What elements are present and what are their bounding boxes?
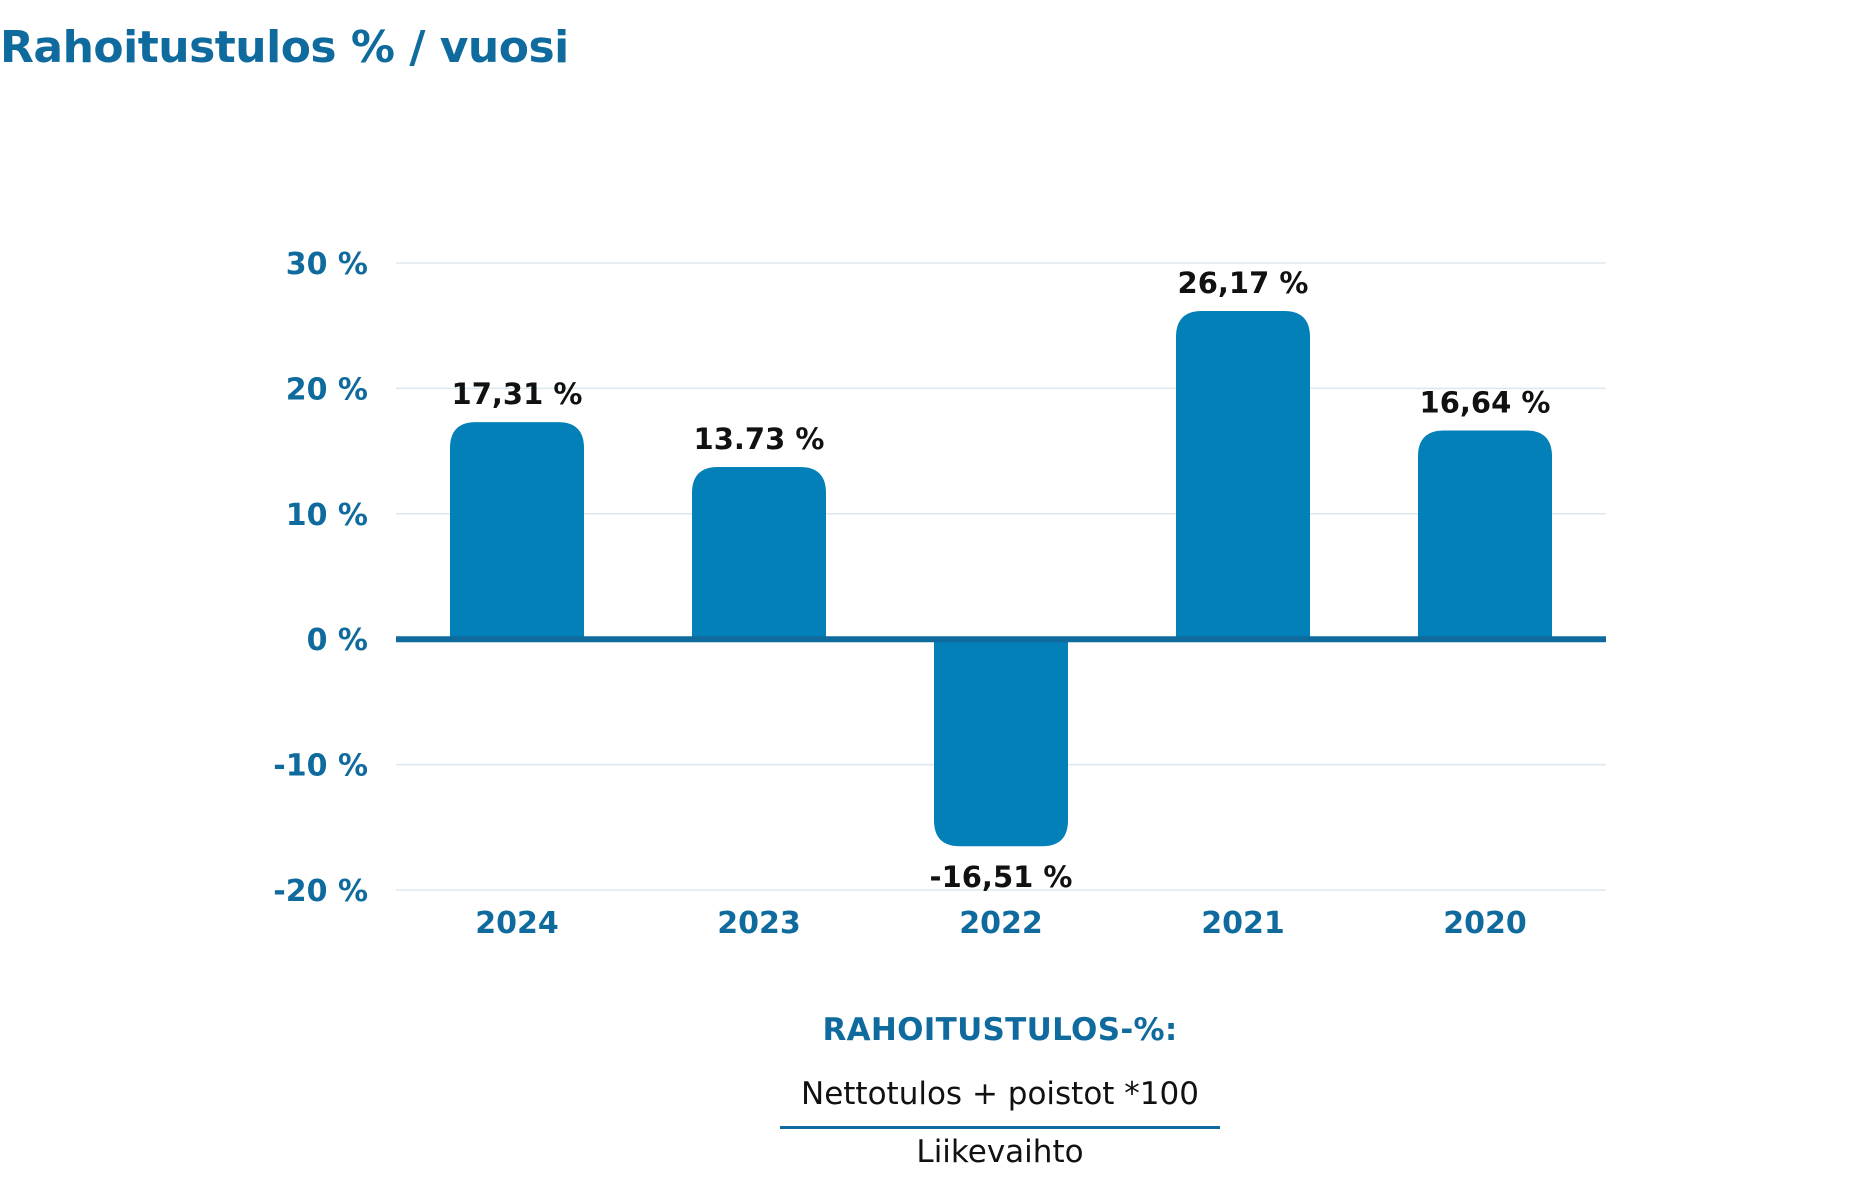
x-tick-label: 2024 xyxy=(475,906,559,941)
formula-numerator: Nettotulos + poistot *100 xyxy=(801,1076,1199,1112)
y-tick-label: 20 % xyxy=(286,372,368,407)
data-label: -16,51 % xyxy=(930,860,1073,894)
y-tick-label: -10 % xyxy=(273,749,368,784)
data-label: 16,64 % xyxy=(1420,386,1551,420)
formula-divider xyxy=(780,1126,1220,1129)
y-tick-label: 10 % xyxy=(286,498,368,533)
y-axis-ticks: 30 % 20 % 10 % 0 % -10 % -20 % xyxy=(273,247,368,909)
x-tick-label: 2022 xyxy=(959,906,1043,941)
y-tick-label: -20 % xyxy=(273,874,368,909)
x-tick-label: 2020 xyxy=(1443,906,1527,941)
x-tick-label: 2023 xyxy=(717,906,801,941)
bars xyxy=(450,311,1552,847)
bar-2024 xyxy=(450,422,584,640)
data-label: 13.73 % xyxy=(694,422,825,456)
data-label: 26,17 % xyxy=(1178,266,1309,300)
x-tick-label: 2021 xyxy=(1201,906,1285,941)
y-tick-label: 30 % xyxy=(286,247,368,282)
value-labels: 17,31 % 13.73 % -16,51 % 26,17 % 16,64 % xyxy=(452,266,1551,894)
bar-2023 xyxy=(692,467,826,640)
bar-2021 xyxy=(1176,311,1310,640)
formula-title: RAHOITUSTULOS-%: xyxy=(822,1012,1178,1048)
y-tick-label: 0 % xyxy=(307,623,368,658)
bar-2022 xyxy=(934,639,1068,847)
page-title: Rahoitustulos % / vuosi xyxy=(0,22,569,73)
formula-denominator: Liikevaihto xyxy=(916,1134,1084,1170)
x-axis-ticks: 2024 2023 2022 2021 2020 xyxy=(475,906,1527,941)
bar-chart: 30 % 20 % 10 % 0 % -10 % -20 % 17,31 % 13.73 %… xyxy=(273,247,1606,941)
bar-2020 xyxy=(1418,430,1552,640)
data-label: 17,31 % xyxy=(452,377,583,411)
